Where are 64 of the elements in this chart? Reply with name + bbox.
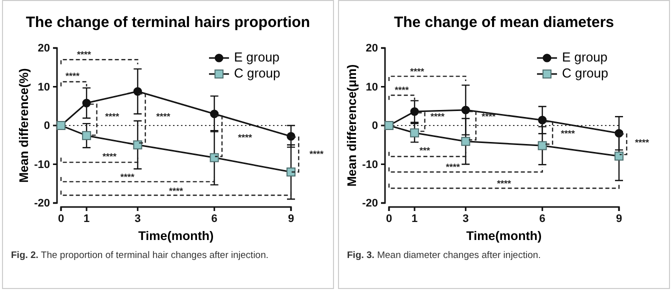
x-tick-label: 6 — [211, 212, 218, 225]
point — [82, 98, 91, 108]
y-tick-label: 20 — [38, 42, 50, 55]
point — [410, 107, 419, 116]
x-tick-label: 3 — [462, 212, 469, 225]
annotation: **** — [410, 66, 425, 76]
point — [133, 87, 142, 96]
y-axis-title: Mean difference(μm) — [345, 64, 359, 187]
annotation: **** — [120, 172, 135, 182]
point — [538, 116, 547, 124]
x-tick-label: 9 — [288, 212, 294, 225]
y-tick-label: -10 — [34, 158, 50, 171]
x-tick-label: 1 — [411, 212, 418, 225]
annotation: **** — [446, 162, 460, 172]
text: **** — [634, 138, 650, 148]
point — [82, 131, 92, 140]
y-tick-label: -10 — [362, 158, 378, 171]
chart-title: The change of terminal hairs proportion — [26, 14, 310, 31]
y-tick-label: 0 — [44, 120, 50, 132]
y-tick-label: -20 — [362, 198, 378, 210]
annotation: **** — [430, 112, 446, 122]
annotation: **** — [168, 186, 184, 196]
caption: Fig. 3. Mean diameter changes after injection. — [347, 250, 541, 261]
point — [461, 106, 470, 114]
point — [461, 136, 470, 146]
point — [286, 168, 296, 176]
y-tick-label: 0 — [372, 120, 378, 132]
point — [210, 153, 219, 162]
x-tick-label: 1 — [83, 212, 90, 225]
annotation: **** — [65, 71, 80, 82]
legend-label: E group — [562, 49, 608, 64]
point — [538, 141, 547, 150]
annotation: **** — [238, 132, 252, 143]
x-tick-label: 6 — [539, 212, 546, 225]
y-tick-label: 10 — [366, 81, 378, 94]
chart-title: The change of mean diameters — [394, 14, 614, 31]
annotation: *** — [420, 145, 431, 156]
y-tick-label: 10 — [38, 81, 50, 94]
legend-label: E group — [234, 49, 280, 64]
x-tick-label: 0 — [58, 212, 64, 225]
annotation: **** — [496, 178, 512, 188]
point — [614, 152, 624, 161]
x-axis-title: Time(month) — [466, 229, 542, 243]
point — [133, 140, 142, 150]
annotation: **** — [156, 111, 171, 122]
x-tick-label: 0 — [386, 212, 392, 225]
x-tick-label: 3 — [134, 212, 141, 225]
x-tick-label: 9 — [616, 212, 622, 225]
legend-label: C group — [562, 65, 608, 80]
caption: Fig. 2. The proportion of terminal hair changes after injection. — [11, 250, 269, 261]
x-axis-title: Time(month) — [138, 229, 214, 243]
legend-label: C group — [234, 65, 280, 80]
annotation: **** — [105, 111, 120, 122]
annotation: **** — [482, 112, 496, 122]
y-tick-label: 20 — [366, 42, 378, 55]
annotation: **** — [76, 49, 92, 60]
point — [410, 128, 420, 138]
annotation: **** — [102, 152, 118, 162]
y-axis-title: Mean difference(%) — [17, 68, 31, 183]
text: **** — [310, 148, 324, 159]
point — [286, 132, 296, 141]
y-tick-label: -20 — [34, 198, 50, 210]
annotation: **** — [560, 128, 576, 138]
annotation: **** — [394, 85, 410, 95]
